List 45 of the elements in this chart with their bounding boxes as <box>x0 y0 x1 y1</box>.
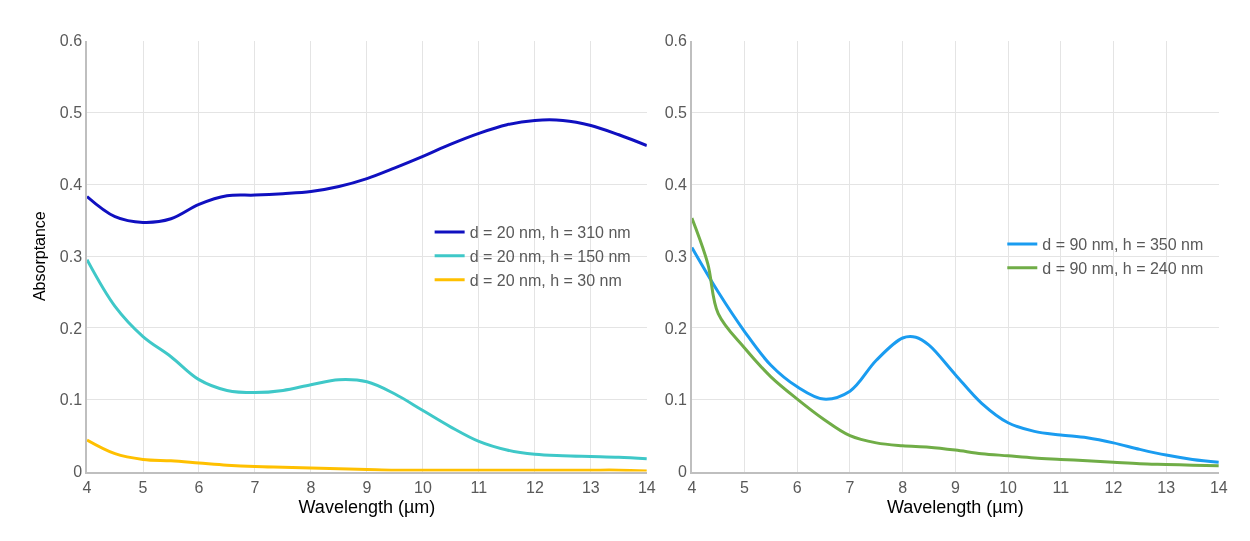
x-tick-label: 9 <box>950 478 960 496</box>
y-tick-label: 0.5 <box>664 104 688 122</box>
y-tick-label: 0.3 <box>59 247 83 265</box>
y-tick-label: 0 <box>678 463 688 481</box>
y-tick-label: 0.4 <box>59 175 83 193</box>
x-tick-label: 5 <box>138 478 148 496</box>
x-axis-title: Wavelength (µm) <box>886 497 1024 518</box>
x-tick-label: 11 <box>1052 478 1070 496</box>
y-tick-label: 0.1 <box>59 391 83 409</box>
legend-label: d = 90 nm, h = 350 nm <box>1042 236 1204 254</box>
x-tick-label: 13 <box>1157 478 1176 496</box>
y-tick-label: 0.2 <box>664 319 688 337</box>
x-tick-label: 10 <box>414 478 432 496</box>
y-tick-label: 0.1 <box>664 391 688 409</box>
x-tick-label: 4 <box>82 478 92 496</box>
x-tick-label: 7 <box>845 478 855 496</box>
y-tick-label: 0.3 <box>664 247 688 265</box>
x-tick-label: 7 <box>250 478 260 496</box>
legend-label: d = 20 nm, h = 150 nm <box>469 248 631 266</box>
y-tick-label: 0.2 <box>59 319 83 337</box>
x-tick-label: 4 <box>687 478 697 496</box>
x-tick-label: 6 <box>194 478 204 496</box>
y-tick-label: 0 <box>73 463 83 481</box>
y-tick-label: 0.6 <box>664 32 688 50</box>
y-tick-label: 0.5 <box>59 104 83 122</box>
x-tick-label: 14 <box>637 478 656 496</box>
x-axis-title: Wavelength (µm) <box>298 497 436 518</box>
x-tick-label: 12 <box>1104 478 1123 496</box>
x-tick-label: 8 <box>306 478 316 496</box>
line-series <box>87 118 647 224</box>
legend-label: d = 90 nm, h = 240 nm <box>1042 260 1204 278</box>
x-tick-label: 11 <box>470 478 488 496</box>
x-tick-label: 6 <box>792 478 802 496</box>
x-tick-label: 5 <box>740 478 750 496</box>
y-tick-label: 0.4 <box>664 175 688 193</box>
x-tick-label: 9 <box>362 478 372 496</box>
x-tick-label: 14 <box>1209 478 1228 496</box>
y-tick-label: 0.6 <box>59 32 83 50</box>
x-tick-label: 10 <box>999 478 1018 496</box>
x-tick-label: 13 <box>581 478 600 496</box>
y-axis-title: Absorptance <box>31 211 49 302</box>
legend-label: d = 20 nm, h = 310 nm <box>469 224 631 242</box>
x-tick-label: 12 <box>525 478 544 496</box>
legend-label: d = 20 nm, h = 30 nm <box>469 271 622 289</box>
x-tick-label: 8 <box>898 478 908 496</box>
